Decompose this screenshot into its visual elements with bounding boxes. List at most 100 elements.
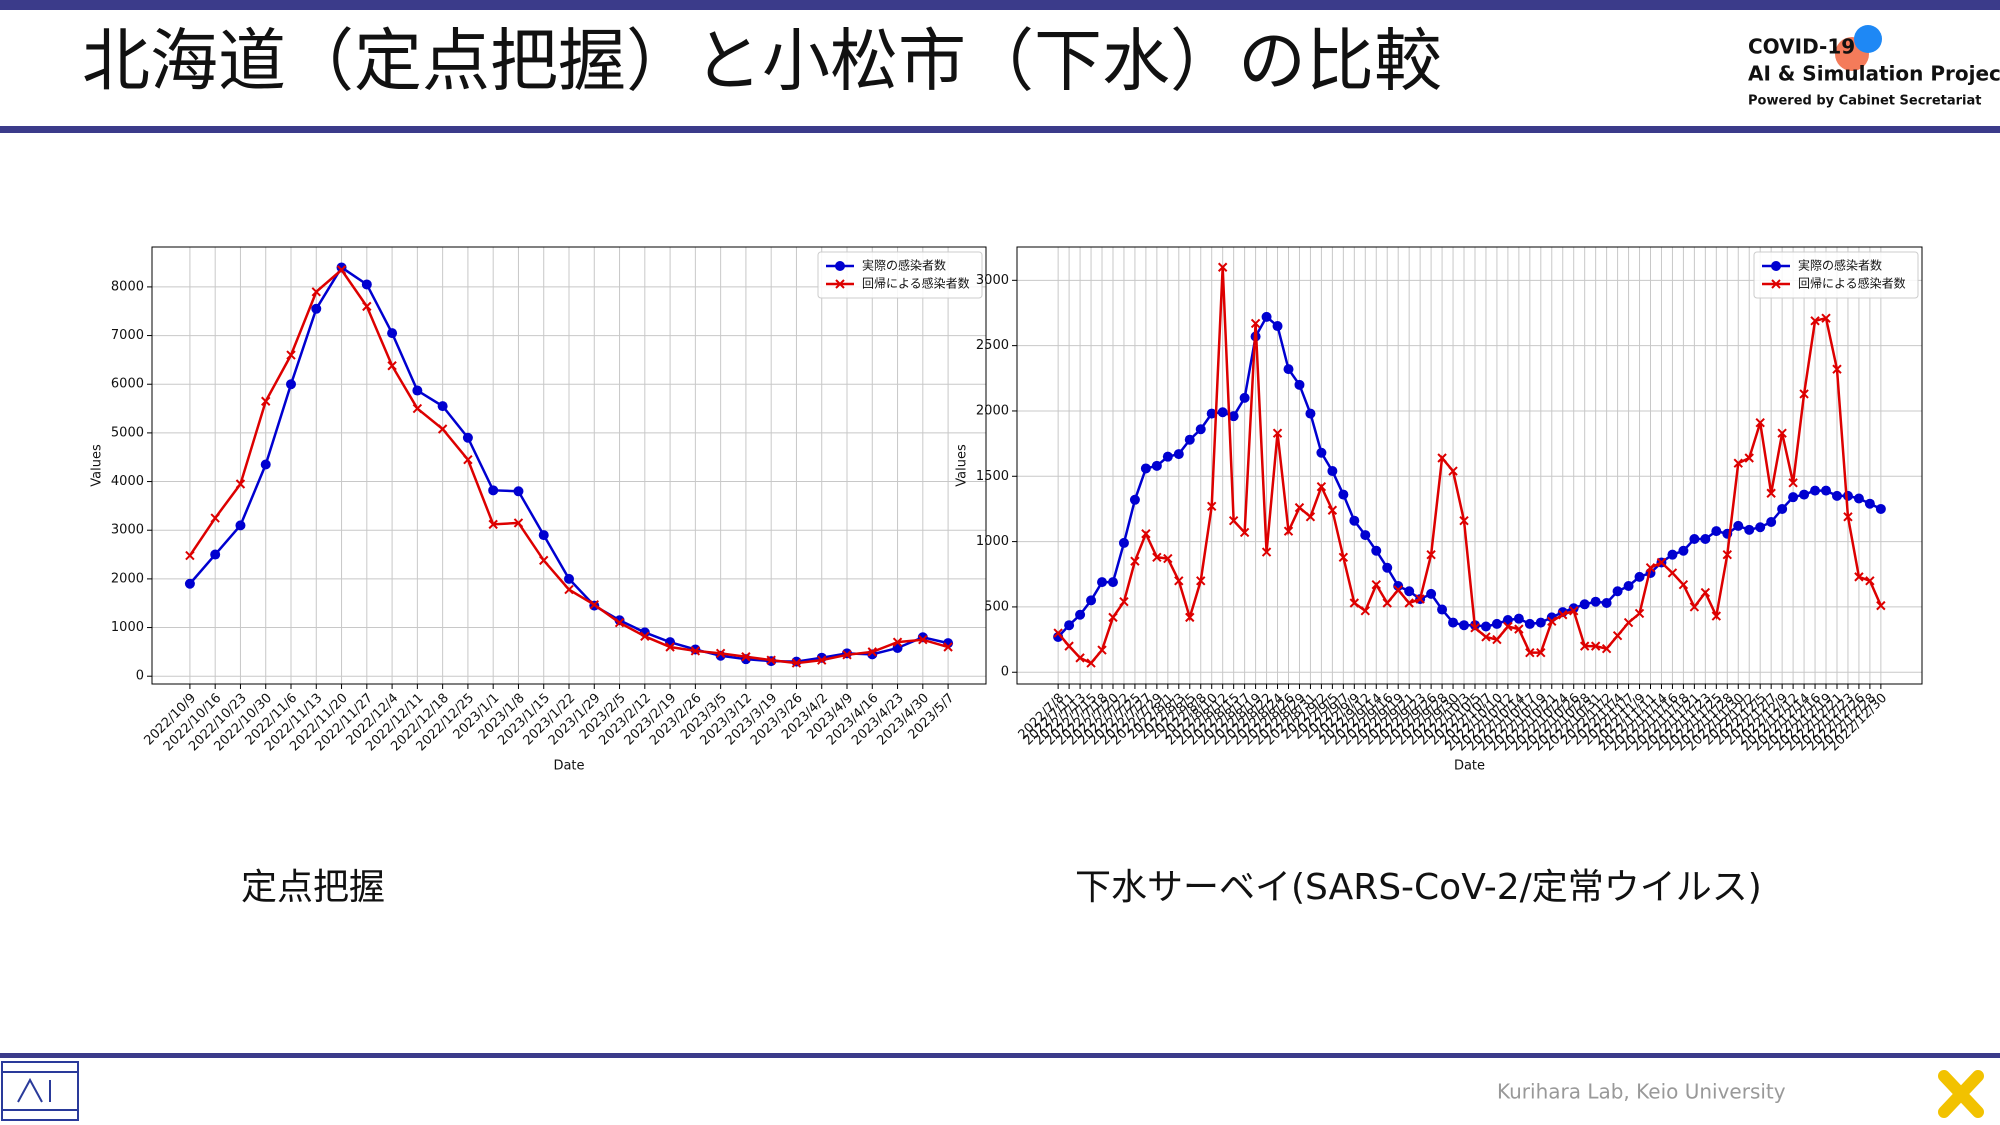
marker bbox=[1678, 545, 1689, 556]
marker bbox=[867, 647, 877, 657]
marker bbox=[1590, 641, 1601, 651]
header-line bbox=[0, 126, 2000, 133]
marker bbox=[1492, 634, 1502, 645]
marker bbox=[589, 599, 599, 610]
marker bbox=[1173, 449, 1184, 460]
marker bbox=[1393, 585, 1403, 595]
marker bbox=[1195, 424, 1206, 435]
marker bbox=[1459, 620, 1470, 631]
marker bbox=[835, 279, 845, 289]
marker bbox=[1086, 658, 1096, 668]
plot-frame bbox=[1016, 246, 1923, 685]
y-tick-label: 7000 bbox=[111, 328, 144, 343]
marker bbox=[437, 401, 448, 412]
marker bbox=[665, 642, 675, 652]
marker bbox=[1733, 458, 1743, 468]
logo-dot bbox=[1854, 25, 1882, 53]
marker bbox=[1503, 621, 1513, 632]
marker bbox=[1766, 517, 1777, 528]
marker bbox=[1448, 466, 1458, 476]
marker bbox=[1634, 571, 1645, 582]
marker bbox=[210, 549, 221, 560]
marker bbox=[1865, 576, 1875, 586]
marker bbox=[1771, 279, 1781, 289]
marker bbox=[1283, 526, 1294, 536]
marker bbox=[1075, 653, 1085, 663]
marker bbox=[1667, 568, 1678, 578]
marker bbox=[1601, 598, 1612, 609]
marker bbox=[1261, 547, 1272, 557]
marker bbox=[235, 479, 246, 489]
marker bbox=[1876, 600, 1886, 611]
marker bbox=[1338, 489, 1349, 500]
y-tick-label: 0 bbox=[136, 669, 144, 684]
marker bbox=[437, 424, 448, 434]
marker bbox=[1129, 494, 1140, 505]
marker bbox=[1327, 505, 1338, 515]
marker bbox=[1140, 463, 1151, 474]
lab-logo bbox=[1, 1061, 79, 1121]
marker bbox=[1590, 596, 1601, 607]
marker bbox=[1118, 537, 1129, 548]
marker bbox=[1053, 628, 1063, 638]
marker bbox=[1777, 428, 1787, 438]
marker bbox=[1349, 598, 1360, 608]
marker bbox=[1547, 616, 1557, 626]
y-tick-label: 0 bbox=[1001, 665, 1009, 680]
marker bbox=[462, 432, 473, 443]
marker bbox=[1371, 545, 1382, 556]
marker bbox=[311, 287, 321, 297]
marker bbox=[1689, 533, 1700, 544]
marker bbox=[1327, 466, 1338, 477]
marker bbox=[1854, 572, 1864, 582]
y-tick-label: 4000 bbox=[111, 474, 144, 489]
marker bbox=[1437, 453, 1447, 463]
marker bbox=[1744, 453, 1754, 463]
slide-title: 北海道（定点把握）と小松市（下水）の比較 bbox=[82, 23, 1442, 102]
marker bbox=[412, 403, 423, 414]
marker bbox=[1207, 501, 1217, 512]
marker bbox=[1239, 527, 1250, 538]
caption: 下水サーベイ(SARS-CoV-2/定常ウイルス) bbox=[1075, 867, 1762, 908]
marker bbox=[513, 518, 524, 528]
marker bbox=[892, 637, 903, 647]
marker bbox=[1491, 618, 1502, 629]
marker bbox=[362, 301, 372, 312]
marker bbox=[1228, 411, 1239, 422]
marker bbox=[842, 650, 852, 660]
marker bbox=[1771, 261, 1781, 271]
y-tick-label: 2000 bbox=[976, 403, 1009, 418]
marker bbox=[1832, 364, 1842, 374]
marker bbox=[1788, 492, 1799, 503]
y-tick-label: 1000 bbox=[976, 534, 1009, 549]
marker bbox=[1864, 498, 1875, 509]
marker bbox=[614, 617, 625, 628]
legend-label: 回帰による感染者数 bbox=[1798, 276, 1906, 291]
logo-text: COVID-19 bbox=[1748, 35, 1855, 59]
marker bbox=[260, 459, 271, 470]
plot-frame bbox=[151, 246, 987, 685]
marker bbox=[1404, 598, 1414, 608]
marker bbox=[336, 265, 347, 275]
marker bbox=[1075, 609, 1086, 620]
marker bbox=[1360, 606, 1370, 616]
marker bbox=[1733, 520, 1744, 531]
marker bbox=[1228, 515, 1239, 526]
marker bbox=[1305, 408, 1316, 419]
marker bbox=[1371, 580, 1381, 590]
y-tick-label: 6000 bbox=[111, 377, 144, 392]
marker bbox=[1097, 577, 1108, 588]
marker bbox=[1799, 389, 1809, 399]
marker bbox=[1612, 630, 1623, 641]
marker bbox=[1217, 262, 1228, 272]
marker bbox=[1623, 617, 1634, 628]
marker bbox=[1875, 503, 1886, 514]
marker bbox=[1656, 557, 1667, 568]
marker bbox=[1196, 576, 1206, 586]
marker bbox=[791, 656, 802, 667]
marker bbox=[1294, 379, 1305, 390]
marker bbox=[412, 385, 423, 396]
marker bbox=[1174, 576, 1184, 586]
marker bbox=[1108, 612, 1118, 623]
marker bbox=[817, 655, 827, 665]
